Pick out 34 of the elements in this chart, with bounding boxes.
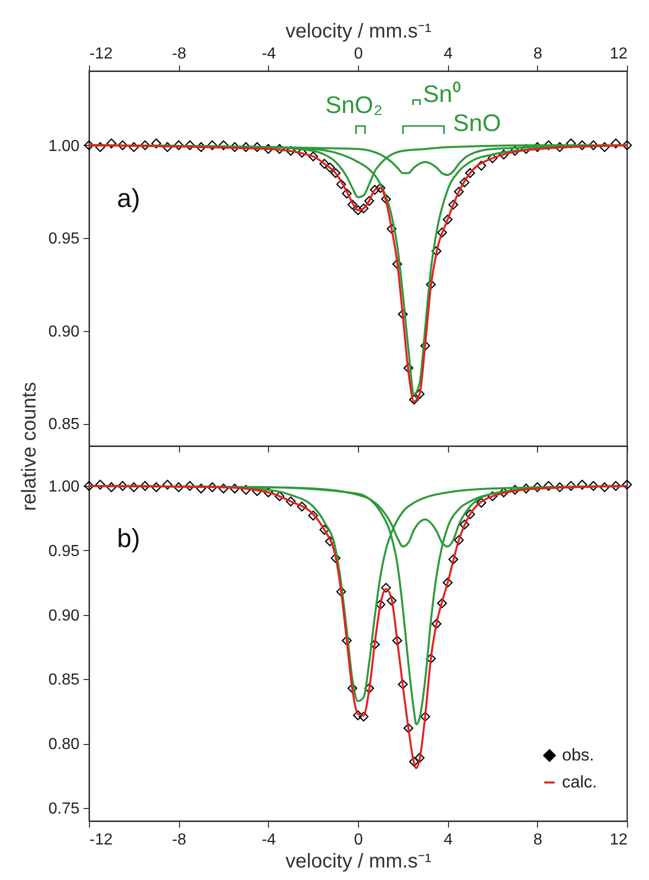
- x2-tick-label: 0: [354, 46, 364, 62]
- x2-tick-label: -8: [172, 46, 186, 62]
- annotation: a): [117, 183, 140, 213]
- y-tick-label: 0.75: [48, 800, 80, 818]
- y-tick-label: 0.95: [48, 230, 80, 248]
- annotation: SnO: [453, 110, 502, 137]
- x2-tick-label: 12: [610, 46, 628, 62]
- x-tick-label: -4: [262, 832, 276, 848]
- y-tick-label: 0.90: [48, 607, 80, 624]
- annotation: Sn⁰: [423, 81, 460, 108]
- y-tick-label: 0.90: [48, 323, 80, 340]
- legend-label: calc.: [562, 772, 597, 792]
- x-axis-title: velocity / mm.s⁻¹: [286, 850, 432, 872]
- x-tick-label: 12: [610, 832, 628, 848]
- annotation: b): [117, 523, 140, 553]
- x2-tick-label: -12: [90, 46, 113, 62]
- x2-tick-label: 4: [444, 46, 453, 62]
- y-tick-label: 0.95: [48, 542, 80, 560]
- x-tick-label: -12: [90, 832, 113, 848]
- x-tick-label: 4: [444, 832, 453, 848]
- x2-axis-title: velocity / mm.s⁻¹: [286, 20, 432, 42]
- legend-label: obs.: [562, 746, 594, 764]
- x-tick-label: 8: [533, 832, 542, 848]
- y-tick-label: 0.80: [48, 736, 80, 754]
- x-tick-label: -8: [172, 832, 186, 848]
- y-tick-label: 1.00: [48, 478, 80, 496]
- x2-tick-label: -4: [262, 46, 276, 62]
- y-tick-label: 0.85: [48, 672, 80, 689]
- y-axis-title: relative counts: [18, 382, 40, 511]
- x-tick-label: 0: [354, 832, 364, 848]
- annotation: SnO₂: [325, 92, 383, 119]
- x2-tick-label: 8: [533, 46, 542, 62]
- y-tick-label: 0.85: [48, 416, 80, 434]
- y-tick-label: 1.00: [48, 138, 80, 155]
